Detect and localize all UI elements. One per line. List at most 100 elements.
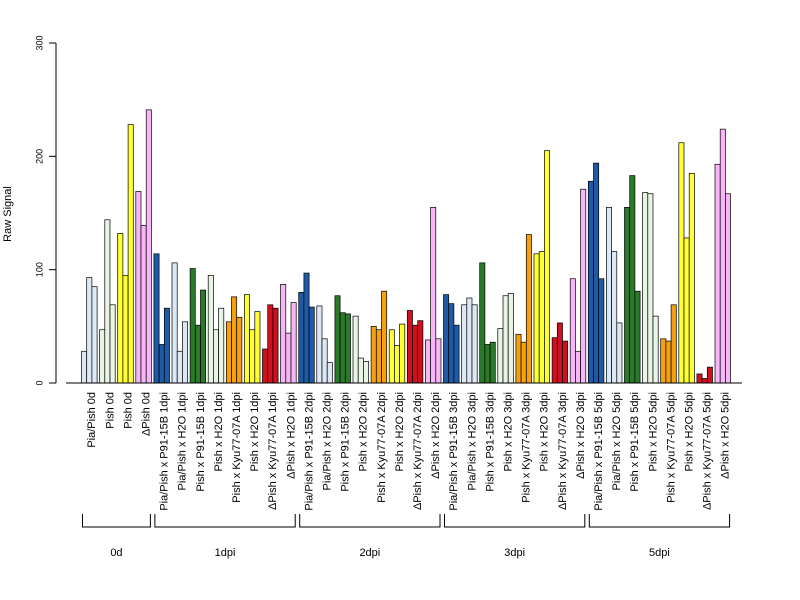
timepoint-bracket (154, 514, 296, 528)
bar (466, 297, 473, 384)
bar (194, 324, 201, 384)
bar (725, 193, 731, 384)
bar (425, 339, 431, 384)
x-tick-label: Pia/Pish x P91-15B 3dpi (448, 392, 460, 511)
y-tick-label: 100 (34, 262, 44, 277)
bar (497, 328, 504, 384)
bar (104, 219, 111, 384)
x-tick-label: ΔPish x Kyu77-07A 2dpi (412, 392, 424, 510)
bar (254, 311, 261, 384)
bar (176, 350, 183, 384)
bar (611, 251, 618, 384)
bar (225, 321, 232, 384)
x-tick-label: Pia/Pish x H2O 5dpi (611, 392, 623, 490)
bar (91, 286, 98, 384)
bar (544, 150, 550, 384)
bar (683, 237, 690, 384)
bar (443, 294, 450, 384)
bar (394, 345, 400, 384)
bar (647, 193, 654, 384)
bar (556, 322, 563, 384)
y-axis: 0 100 200 300 (34, 35, 57, 386)
bar (598, 278, 605, 384)
y-tick-label: 0 (34, 380, 44, 385)
bar (145, 109, 152, 384)
bar (665, 340, 672, 384)
x-tick-label: Pish x H2O 3dpi (503, 392, 515, 471)
bar (153, 253, 160, 384)
bar (334, 295, 341, 384)
x-tick-label: Pia/Pish x H2O 2dpi (322, 392, 334, 490)
bar (688, 172, 695, 384)
x-tick-label: ΔPish 0d (141, 392, 153, 436)
x-tick-label: ΔPish x Kyu77-07A 3dpi (557, 392, 569, 510)
bar (551, 337, 558, 384)
bars (81, 109, 731, 384)
x-tick-label: Pish x Kyu77-07A 1dpi (231, 392, 243, 503)
timepoint-brackets: 0d 1dpi 2dpi 3dpi 5dpi (82, 514, 731, 559)
x-tick-labels: Pia/Pish 0d Pish 0d Pish 0d ΔPish 0d Pia/Pis… (86, 392, 732, 511)
bar (244, 294, 250, 384)
bar (290, 302, 297, 384)
bar (714, 163, 721, 384)
timepoint-label: 3dpi (504, 547, 525, 559)
x-tick-label: Pish x Kyu77-07A 3dpi (521, 392, 533, 503)
bar (363, 361, 369, 384)
bar (515, 333, 522, 384)
x-tick-label: Pish x H2O 3dpi (539, 392, 551, 471)
x-tick-label: ΔPish x H2O 3dpi (575, 392, 587, 479)
bar (200, 289, 207, 384)
bar (109, 304, 116, 384)
x-tick-label: ΔPish x H2O 1dpi (285, 392, 297, 479)
bar (213, 329, 219, 384)
y-axis-label: Raw Signal (2, 186, 14, 242)
bar (399, 323, 406, 384)
bar (339, 312, 346, 384)
bar (357, 357, 364, 384)
x-tick-label: Pish x H2O 1dpi (249, 392, 261, 471)
x-tick-label: Pish 0d (122, 392, 134, 429)
y-tick-label: 200 (34, 149, 44, 164)
x-tick-label: Pia/Pish x H2O 3dpi (466, 392, 478, 490)
timepoint-label: 2dpi (359, 547, 380, 559)
bar (525, 234, 532, 384)
bar (122, 274, 129, 384)
bar (489, 341, 496, 384)
x-tick-label: ΔPish x Kyu77-07A 1dpi (267, 392, 279, 510)
bar (249, 329, 256, 384)
bar (562, 340, 569, 384)
bar (326, 362, 333, 384)
bar (660, 338, 667, 384)
bar (285, 332, 292, 384)
bar (624, 206, 631, 384)
x-tick-label: Pia/Pish x P91-15B 1dpi (159, 392, 171, 511)
x-tick-label: Pish x P91-15B 2dpi (340, 392, 352, 492)
bar (86, 277, 93, 384)
bar (435, 338, 442, 384)
bar (231, 296, 238, 384)
bar (670, 304, 677, 384)
bar (267, 304, 274, 384)
bar (352, 315, 359, 384)
bar (533, 253, 540, 384)
bar (163, 307, 170, 384)
bar (117, 233, 124, 384)
bar (171, 262, 178, 384)
bar (701, 378, 708, 384)
bar (580, 188, 587, 384)
bar (479, 262, 486, 384)
bar (280, 284, 287, 384)
bar (272, 307, 279, 384)
bar (569, 278, 576, 384)
bar (629, 175, 636, 384)
x-tick-label: Pish x P91-15B 1dpi (195, 392, 207, 492)
x-tick-label: Pia/Pish x P91-15B 2dpi (303, 392, 315, 511)
x-tick-label: Pish x H2O 2dpi (394, 392, 406, 471)
bar (321, 338, 328, 384)
timepoint-bracket (444, 514, 586, 528)
x-tick-label: ΔPish x H2O 2dpi (430, 392, 442, 479)
bar (678, 142, 685, 384)
bar (381, 290, 388, 384)
x-tick-label: ΔPish x H2O 5dpi (720, 392, 732, 479)
